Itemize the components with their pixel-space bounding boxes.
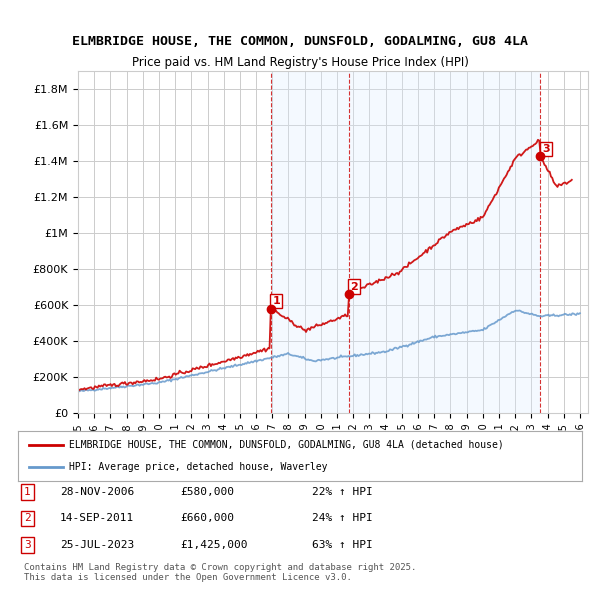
- Text: Price paid vs. HM Land Registry's House Price Index (HPI): Price paid vs. HM Land Registry's House …: [131, 56, 469, 69]
- Text: ELMBRIDGE HOUSE, THE COMMON, DUNSFOLD, GODALMING, GU8 4LA (detached house): ELMBRIDGE HOUSE, THE COMMON, DUNSFOLD, G…: [69, 440, 503, 450]
- Text: 2: 2: [350, 281, 358, 291]
- Text: 3: 3: [24, 540, 31, 550]
- Text: £580,000: £580,000: [180, 487, 234, 497]
- Text: 24% ↑ HPI: 24% ↑ HPI: [312, 513, 373, 523]
- Bar: [349, 71, 541, 413]
- Text: 28-NOV-2006: 28-NOV-2006: [60, 487, 134, 497]
- Text: 63% ↑ HPI: 63% ↑ HPI: [312, 540, 373, 550]
- Text: 1: 1: [272, 296, 280, 306]
- Text: 3: 3: [542, 144, 550, 154]
- Text: 14-SEP-2011: 14-SEP-2011: [60, 513, 134, 523]
- Text: 2: 2: [24, 513, 31, 523]
- Bar: [271, 71, 349, 413]
- Text: ELMBRIDGE HOUSE, THE COMMON, DUNSFOLD, GODALMING, GU8 4LA: ELMBRIDGE HOUSE, THE COMMON, DUNSFOLD, G…: [72, 35, 528, 48]
- Text: £1,425,000: £1,425,000: [180, 540, 248, 550]
- Text: 1: 1: [24, 487, 31, 497]
- Text: 22% ↑ HPI: 22% ↑ HPI: [312, 487, 373, 497]
- Text: £660,000: £660,000: [180, 513, 234, 523]
- Text: Contains HM Land Registry data © Crown copyright and database right 2025.
This d: Contains HM Land Registry data © Crown c…: [24, 563, 416, 582]
- Text: HPI: Average price, detached house, Waverley: HPI: Average price, detached house, Wave…: [69, 462, 327, 472]
- Text: 25-JUL-2023: 25-JUL-2023: [60, 540, 134, 550]
